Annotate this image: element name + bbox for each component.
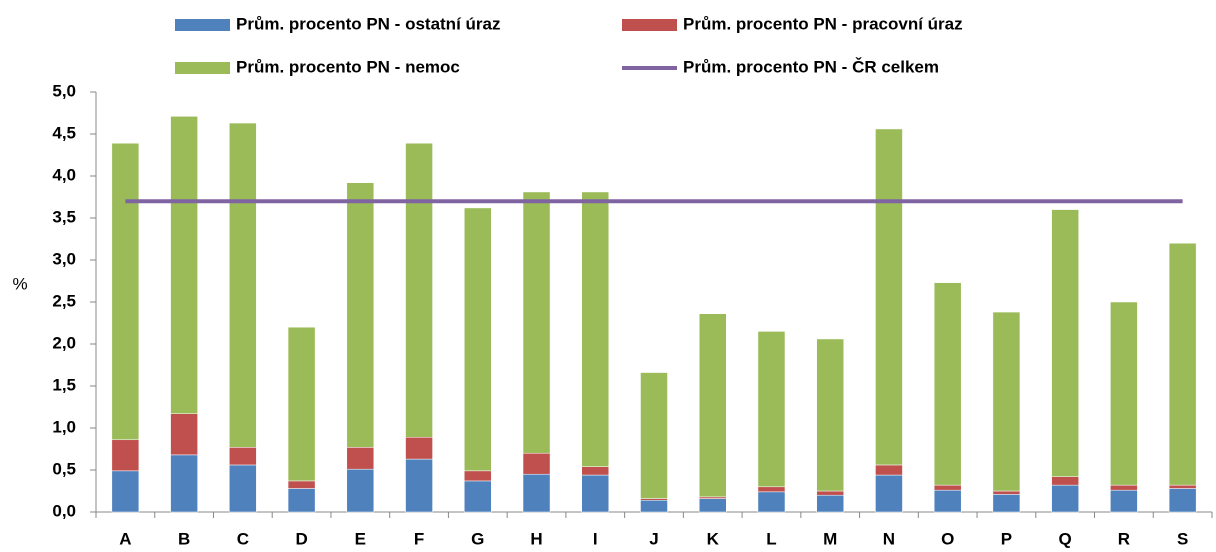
bar-segment [757, 331, 786, 488]
x-tick-label: H [530, 529, 542, 548]
bar-segment [287, 488, 316, 513]
bar-segment [816, 494, 844, 513]
bar-segment [1051, 484, 1079, 513]
bar-segment [933, 282, 962, 486]
bar-segment [933, 484, 962, 491]
bar-segment [229, 464, 257, 513]
x-tick-label: P [1001, 529, 1012, 548]
bar-segment [464, 207, 492, 472]
x-tick-label: G [471, 529, 484, 548]
x-tick-label: M [823, 529, 837, 548]
y-tick-label: 3,5 [52, 207, 76, 226]
bar-segment [464, 470, 492, 482]
x-tick-label: L [766, 529, 776, 548]
bar-segment [581, 191, 610, 467]
legend-swatch [175, 62, 230, 74]
bar-segment [170, 413, 198, 456]
bar-segment [875, 128, 903, 466]
bar-segment [287, 326, 316, 482]
x-tick-label: Q [1059, 529, 1072, 548]
x-tick-label: S [1177, 529, 1188, 548]
x-tick-label: B [178, 529, 190, 548]
x-tick-label: A [119, 529, 131, 548]
bar-segment [170, 116, 198, 414]
y-tick-label: 1,0 [52, 417, 76, 436]
bar-segment [698, 498, 727, 513]
y-tick-label: 4,0 [52, 165, 76, 184]
bar-segment [1110, 489, 1138, 513]
bar-segment [992, 490, 1021, 495]
bar-segment [581, 474, 610, 513]
legend-label: Prům. procento PN - ČR celkem [683, 57, 939, 76]
x-tick-label: N [883, 529, 895, 548]
bar-segment [346, 182, 375, 448]
legend-swatch [622, 19, 677, 31]
bar-segment [522, 452, 551, 475]
x-tick-label: O [941, 529, 954, 548]
bar-segment [229, 447, 257, 466]
bar-segment [581, 466, 610, 476]
bar-segment [405, 458, 433, 513]
bar-segment [640, 498, 668, 501]
x-tick-label: C [237, 529, 249, 548]
legend-label: Prům. procento PN - pracovní úraz [683, 14, 963, 33]
bar-segment [346, 468, 375, 513]
x-tick-label: E [355, 529, 366, 548]
bar-segment [1051, 209, 1079, 477]
bar-segment [757, 491, 786, 513]
legend-label: Prům. procento PN - ostatní úraz [236, 14, 500, 33]
bar-segment [464, 480, 492, 513]
bar-segment [111, 439, 140, 472]
y-tick-label: 0,5 [52, 459, 76, 478]
bar-segment [229, 122, 257, 448]
bar-segment [405, 436, 433, 460]
bar-segment [992, 494, 1021, 513]
bar-segment [1110, 301, 1138, 486]
y-tick-label: 4,5 [52, 123, 76, 142]
y-axis-label: % [12, 274, 27, 293]
bar-segment [816, 338, 844, 492]
x-tick-label: J [649, 529, 658, 548]
bar-segment [405, 142, 433, 438]
bar-segment [522, 191, 551, 454]
bar-segment [170, 454, 198, 513]
y-tick-label: 0,0 [52, 501, 76, 520]
legend-label: Prům. procento PN - nemoc [236, 57, 460, 76]
y-tick-label: 3,0 [52, 249, 76, 268]
bar-segment [933, 489, 962, 513]
legend-swatch [175, 19, 230, 31]
y-tick-label: 5,0 [52, 81, 76, 100]
x-tick-label: K [707, 529, 720, 548]
x-tick-label: D [295, 529, 307, 548]
x-tick-label: F [414, 529, 424, 548]
y-tick-label: 2,0 [52, 333, 76, 352]
bar-segment [1168, 484, 1197, 489]
bar-segment [698, 313, 727, 498]
x-tick-label: I [593, 529, 598, 548]
bar-segment [1051, 476, 1079, 486]
bar-segment [1110, 484, 1138, 491]
y-tick-label: 2,5 [52, 291, 76, 310]
bar-segment [992, 311, 1021, 492]
x-tick-label: R [1118, 529, 1130, 548]
bar-segment [698, 496, 727, 499]
bar-segment [640, 372, 668, 499]
bar-segment [522, 473, 551, 513]
bar-segment [287, 480, 316, 489]
bar-segment [111, 470, 140, 513]
bar-segment [875, 464, 903, 476]
y-tick-label: 1,5 [52, 375, 76, 394]
bar-segment [346, 447, 375, 470]
bar-segment [640, 499, 668, 513]
bar-segment [875, 474, 903, 513]
bar-segment [757, 486, 786, 493]
bar-segment [1168, 488, 1197, 513]
bar-segment [111, 142, 140, 441]
bar-segment [816, 490, 844, 496]
bar-segment [1168, 242, 1197, 486]
